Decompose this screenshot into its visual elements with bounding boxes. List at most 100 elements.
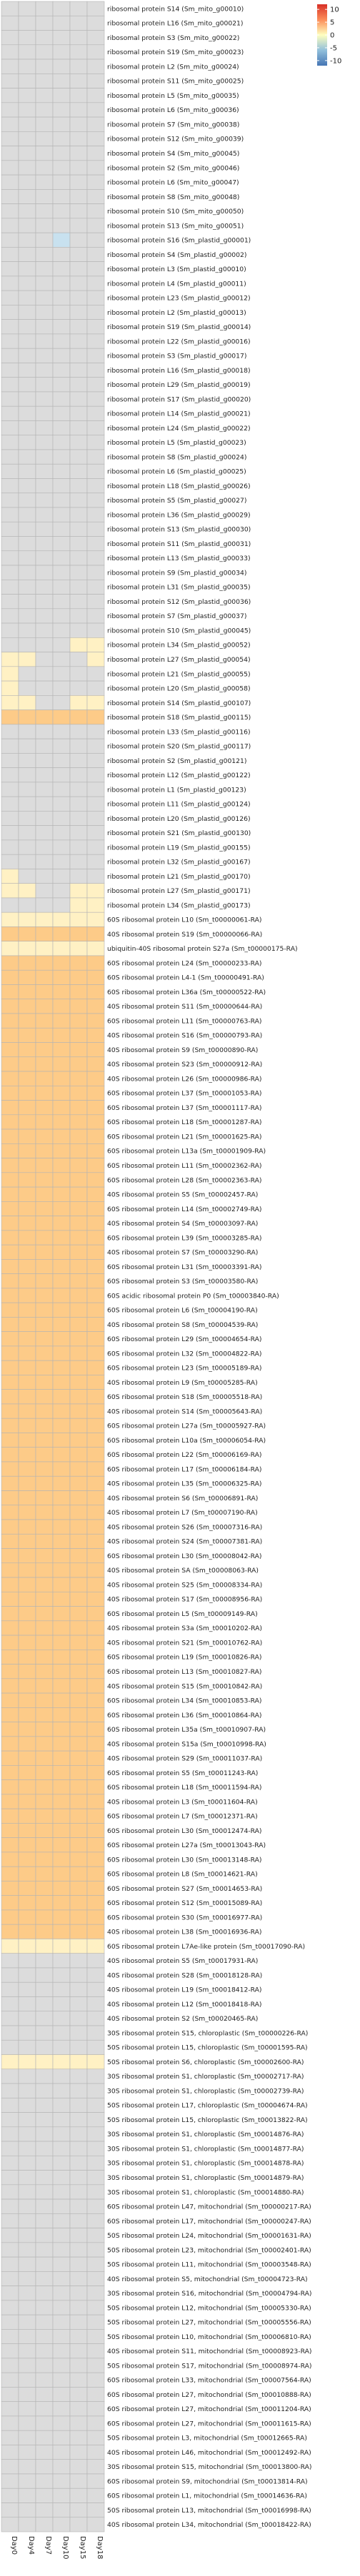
heatmap-cell — [69, 1418, 88, 1433]
heatmap-cell — [52, 449, 71, 465]
row-label: 60S ribosomal protein L30 (Sm_t00012474-… — [107, 1827, 262, 1835]
heatmap-cell — [35, 333, 54, 349]
heatmap-cell — [1, 1505, 19, 1520]
heatmap-cell — [69, 565, 88, 580]
row-label: ribosomal protein L3 (Sm_plastid_g00010) — [107, 266, 246, 273]
heatmap-cell — [52, 493, 71, 508]
heatmap-cell — [18, 463, 36, 479]
heatmap-cell — [52, 276, 71, 291]
heatmap-cell — [69, 1736, 88, 1752]
heatmap-cell — [69, 608, 88, 624]
heatmap-cell — [35, 2141, 54, 2156]
heatmap-cell — [52, 811, 71, 826]
heatmap-cell — [69, 1808, 88, 1824]
heatmap-cell — [86, 2256, 105, 2272]
heatmap-cell — [35, 1, 54, 16]
heatmap-cell — [52, 1866, 71, 1882]
heatmap-cell — [35, 1461, 54, 1477]
heatmap-cell — [18, 420, 36, 436]
heatmap-cell — [52, 333, 71, 349]
heatmap-cell — [69, 2401, 88, 2417]
heatmap-cell — [86, 782, 105, 797]
heatmap-cell — [35, 1345, 54, 1361]
heatmap-cell — [52, 796, 71, 812]
heatmap-cell — [35, 1866, 54, 1882]
row-label: ribosomal protein S2 (Sm_plastid_g00121) — [107, 757, 246, 765]
heatmap-cell — [18, 2415, 36, 2431]
heatmap-cell — [18, 276, 36, 291]
heatmap-cell — [1, 1591, 19, 1607]
heatmap-cell — [1, 15, 19, 31]
heatmap-cell — [1, 1389, 19, 1405]
heatmap-cell — [1, 2097, 19, 2113]
row-label: 30S ribosomal protein S1, chloroplastic … — [107, 2073, 304, 2081]
heatmap-cell — [35, 1924, 54, 1939]
heatmap-cell — [18, 73, 36, 89]
heatmap-cell — [1, 897, 19, 913]
row-label: 60S ribosomal protein L37 (Sm_t00001053-… — [107, 1090, 262, 1098]
heatmap-cell — [35, 782, 54, 797]
heatmap-cell — [52, 1244, 71, 1260]
heatmap-cell — [35, 2228, 54, 2243]
heatmap-cell — [1, 1577, 19, 1592]
heatmap-cell — [69, 767, 88, 783]
heatmap-cell — [18, 2054, 36, 2070]
heatmap-cell — [1, 30, 19, 46]
heatmap-cell — [52, 1519, 71, 1535]
row-label: 30S ribosomal protein S1, chloroplastic … — [107, 2145, 304, 2153]
heatmap-cell — [52, 2271, 71, 2286]
row-label: 50S ribosomal protein L24, mitochondrial… — [107, 2232, 311, 2240]
heatmap-cell — [1, 1331, 19, 1347]
heatmap-cell — [18, 1244, 36, 1260]
heatmap-cell — [18, 1881, 36, 1896]
row-label: 40S ribosomal protein S19 (Sm_t00000066-… — [107, 931, 262, 939]
heatmap-cell — [69, 2097, 88, 2113]
heatmap-cell — [69, 1, 88, 16]
heatmap-cell — [69, 2314, 88, 2330]
heatmap-cell — [18, 348, 36, 363]
heatmap-cell — [1, 1562, 19, 1578]
heatmap-cell — [18, 1981, 36, 1997]
heatmap-cell — [1, 435, 19, 450]
heatmap-cell — [35, 1620, 54, 1636]
heatmap-cell — [69, 2228, 88, 2243]
heatmap-cell — [35, 2097, 54, 2113]
heatmap-cell — [35, 1158, 54, 1173]
row-label: ribosomal protein S19 (Sm_plastid_g00014… — [107, 323, 251, 331]
heatmap-cell — [35, 1013, 54, 1029]
heatmap-cell — [86, 2445, 105, 2460]
heatmap-cell — [18, 1548, 36, 1564]
heatmap-cell — [69, 333, 88, 349]
row-label: 60S ribosomal protein L10 (Sm_t00000061-… — [107, 916, 262, 924]
heatmap-cell — [35, 203, 54, 219]
row-label: 40S ribosomal protein S17 (Sm_t00008956-… — [107, 1596, 262, 1604]
heatmap-cell — [35, 2459, 54, 2475]
heatmap-cell — [52, 767, 71, 783]
heatmap-cell — [35, 463, 54, 479]
heatmap-cell — [1, 1447, 19, 1463]
heatmap-cell — [35, 247, 54, 262]
heatmap-cell — [35, 363, 54, 378]
heatmap-cell — [52, 102, 71, 118]
heatmap-cell — [86, 1317, 105, 1332]
heatmap-cell — [35, 1519, 54, 1535]
heatmap-cell — [52, 2141, 71, 2156]
row-label: ribosomal protein S3 (Sm_plastid_g00017) — [107, 353, 246, 360]
heatmap-cell — [18, 637, 36, 652]
heatmap-cell — [86, 116, 105, 132]
heatmap-cell — [35, 897, 54, 913]
heatmap-cell — [18, 521, 36, 537]
heatmap-cell — [35, 1722, 54, 1737]
row-label: 40S ribosomal protein L12 (Sm_t00018418-… — [107, 2001, 262, 2009]
heatmap-cell — [86, 1837, 105, 1853]
heatmap-cell — [35, 767, 54, 783]
heatmap-cell — [18, 1620, 36, 1636]
heatmap-cell — [1, 2387, 19, 2402]
heatmap-cell — [1, 1533, 19, 1549]
heatmap-cell — [86, 1981, 105, 1997]
heatmap-cell — [69, 305, 88, 320]
heatmap-cell — [35, 724, 54, 739]
heatmap-cell — [18, 1475, 36, 1491]
row-label: 60S ribosomal protein L33, mitochondrial… — [107, 2377, 311, 2385]
heatmap-cell — [18, 825, 36, 841]
